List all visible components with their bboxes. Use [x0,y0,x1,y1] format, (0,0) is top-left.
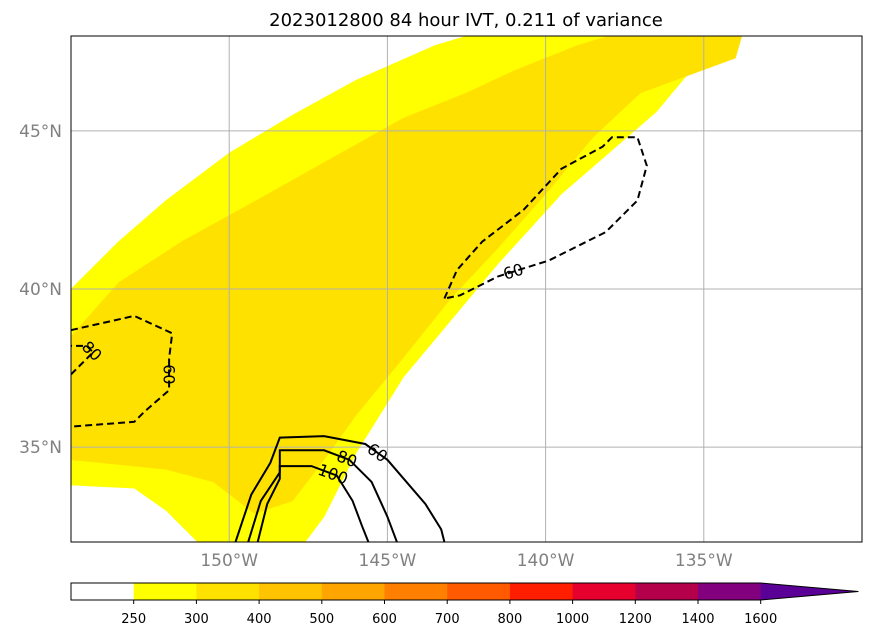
colorbar-segment [133,583,197,600]
colorbar-segment [509,583,574,600]
colorbar-tick-label: 500 [309,612,334,627]
chart-title: 2023012800 84 hour IVT, 0.211 of varianc… [269,10,663,31]
colorbar-tick-label: 250 [121,612,146,627]
colorbar-tick-label: 1400 [681,612,714,627]
contour-dashed-60 [71,314,174,428]
colorbar-tick-label: 700 [435,612,460,627]
contour-label: 60 [160,364,179,384]
colorbar-segment [196,583,260,600]
colorbar: 250 300 400 500 600 700 800 1000 1200 1400 1600 [70,582,859,627]
colorbar-tick-label: 1200 [619,612,652,627]
colorbar-outline [70,582,859,601]
contour-dashed-80 [71,344,95,376]
colorbar-segment [447,583,511,600]
contour-solid-60 [234,435,446,542]
colorbar-tick-label: 600 [372,612,397,627]
colorbar-segment [635,583,699,600]
colorbar-segment [572,583,636,600]
map-frame [70,35,863,543]
ivt-fill-300-400 [71,36,743,514]
colorbar-segment [321,583,385,600]
colorbar-segment [384,583,448,600]
longitude-tick-label: 145°W [359,551,417,571]
colorbar-extend-arrow [760,583,859,600]
latitude-tick-label: 45°N [19,122,62,142]
longitude-tick-label: 140°W [517,551,575,571]
colorbar-segment [698,583,762,600]
latitude-tick-label: 40°N [19,280,62,300]
contour-solid-80 [247,449,398,542]
colorbar-segment [259,583,323,600]
graticule [71,36,862,542]
colorbar-segment [71,583,135,600]
colorbar-tick-label: 1600 [744,612,777,627]
latitude-tick-label: 35°N [19,438,62,458]
contour-solid-100 [256,465,370,542]
longitude-tick-label: 135°W [675,551,733,571]
variance-contour-layer [71,136,648,542]
latitude-tick-labels: 35°N 40°N 45°N [19,122,62,458]
colorbar-tick-label: 400 [247,612,272,627]
longitude-tick-label: 150°W [200,551,258,571]
colorbar-tick-label: 1000 [556,612,589,627]
colorbar-tick-label: 800 [497,612,522,627]
longitude-tick-labels: 150°W 145°W 140°W 135°W [200,551,733,571]
colorbar-tick-label: 300 [184,612,209,627]
